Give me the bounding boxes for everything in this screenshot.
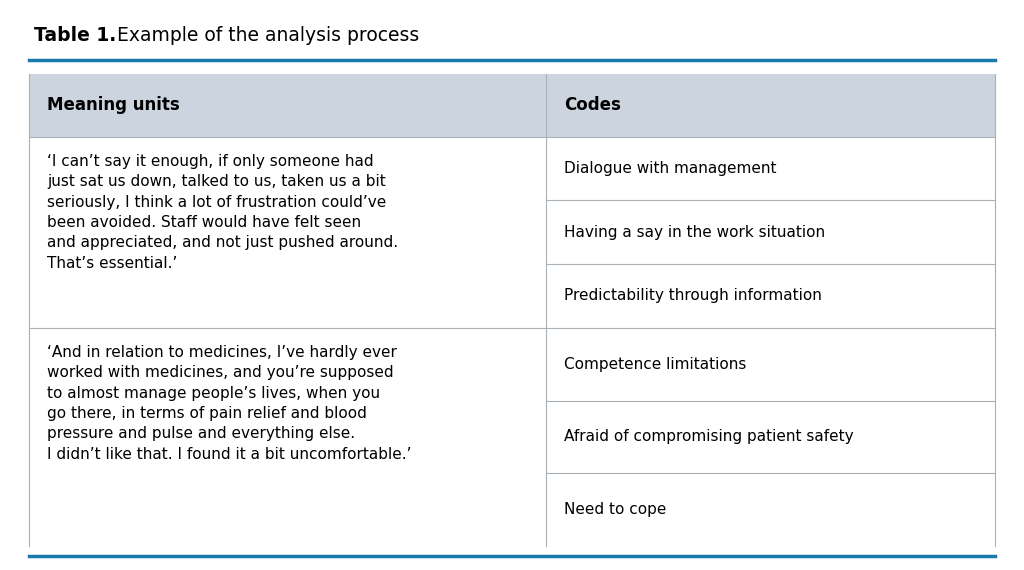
Text: Predictability through information: Predictability through information bbox=[564, 288, 822, 303]
Text: Need to cope: Need to cope bbox=[564, 502, 667, 517]
Text: Having a say in the work situation: Having a say in the work situation bbox=[564, 225, 825, 240]
Text: Meaning units: Meaning units bbox=[47, 96, 180, 115]
Bar bbox=[29, 74, 995, 137]
Text: ‘And in relation to medicines, I’ve hardly ever
worked with medicines, and you’r: ‘And in relation to medicines, I’ve hard… bbox=[47, 345, 412, 462]
Text: ‘I can’t say it enough, if only someone had
just sat us down, talked to us, take: ‘I can’t say it enough, if only someone … bbox=[47, 154, 398, 271]
Text: Dialogue with management: Dialogue with management bbox=[564, 161, 777, 176]
Text: Table 1.: Table 1. bbox=[34, 26, 116, 44]
Text: Codes: Codes bbox=[564, 96, 622, 115]
Text: Example of the analysis process: Example of the analysis process bbox=[111, 26, 419, 44]
Text: Competence limitations: Competence limitations bbox=[564, 357, 746, 372]
Text: Afraid of compromising patient safety: Afraid of compromising patient safety bbox=[564, 429, 854, 445]
